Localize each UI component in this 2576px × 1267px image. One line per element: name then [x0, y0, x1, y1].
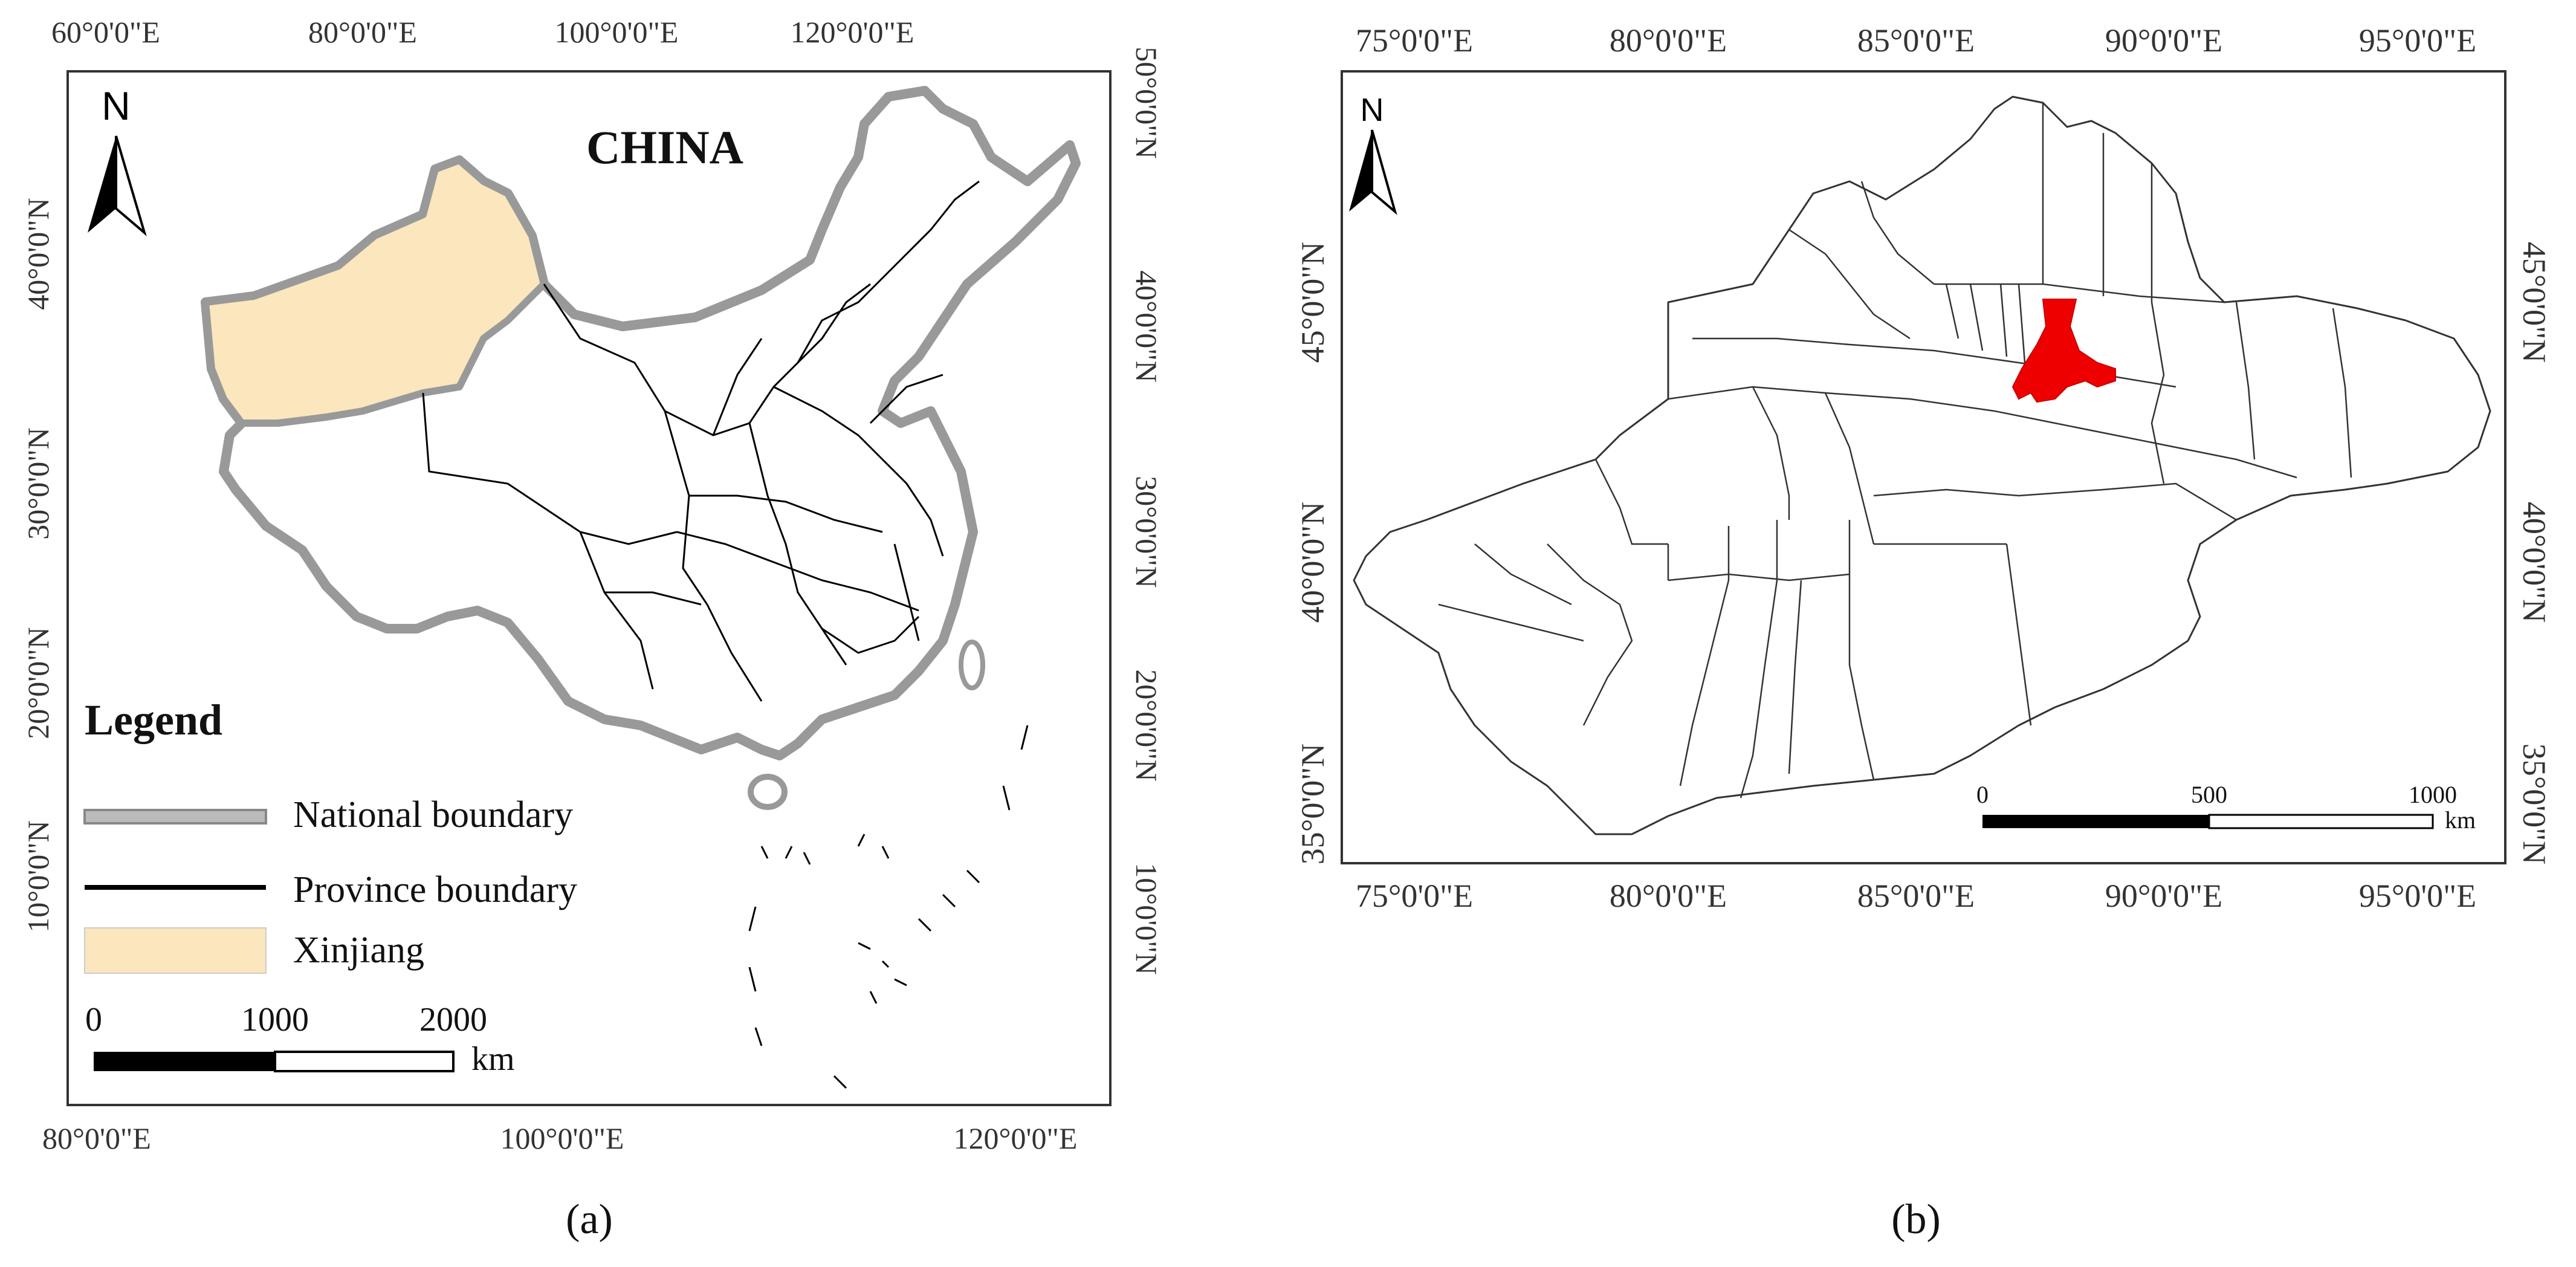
- panel-b-top-tick: 95°0'0"E: [2359, 22, 2476, 59]
- south-china-sea-islands: [748, 725, 1029, 1089]
- panel-a-left-tick: 40°0'0"N: [21, 198, 55, 310]
- panel-a-right-tick: 10°0'0"N: [1130, 863, 1163, 975]
- panel-a-left-tick: 10°0'0"N: [21, 820, 55, 933]
- panel-a-top-tick: 120°0'0"E: [791, 15, 914, 49]
- panel-b-bottom-tick: 80°0'0"E: [1610, 878, 1727, 914]
- panel-a-bottom-tick: 120°0'0"E: [954, 1121, 1078, 1155]
- xinjiang-region: [202, 157, 548, 427]
- panel-b-left-tick: 40°0'0"N: [1295, 502, 1331, 623]
- scale-bar-white: [274, 1051, 455, 1072]
- legend-national-boundary-label: National boundary: [293, 794, 573, 835]
- scale-unit: km: [2445, 806, 2476, 834]
- legend-title: Legend: [85, 696, 222, 744]
- panel-a-caption: (a): [566, 1196, 613, 1243]
- panel-a-left-tick: 20°0'0"N: [21, 627, 55, 739]
- panel-a-bottom-tick: 100°0'0"E: [500, 1121, 624, 1155]
- scale-label: 0: [1976, 781, 1989, 808]
- north-label: N: [1361, 92, 1384, 128]
- panel-a-right-tick: 20°0'0"N: [1130, 669, 1163, 782]
- hainan-island: [748, 774, 788, 810]
- scale-label: 1000: [2409, 781, 2457, 808]
- taiwan-island: [959, 640, 985, 690]
- legend-xinjiang-swatch: [84, 927, 267, 974]
- legend-national-boundary-swatch: [83, 809, 267, 825]
- scale-label: 1000: [241, 1001, 309, 1039]
- north-arrow-icon: N: [88, 83, 147, 236]
- scale-unit: km: [471, 1040, 515, 1078]
- legend-province-boundary-label: Province boundary: [293, 869, 577, 910]
- north-arrow-icon: N: [1349, 92, 1397, 215]
- panel-b-top-tick: 90°0'0"E: [2105, 22, 2222, 59]
- scale-label: 2000: [419, 1001, 487, 1039]
- panel-b-top-tick: 85°0'0"E: [1857, 22, 1975, 59]
- scale-label: 500: [2191, 781, 2227, 808]
- panel-b-top-tick: 75°0'0"E: [1356, 22, 1473, 59]
- map-title: CHINA: [586, 121, 743, 173]
- scale-bar-black: [1982, 815, 2209, 828]
- panel-a-bottom-tick: 80°0'0"E: [42, 1121, 151, 1155]
- panel-b-right-tick: 35°0'0"N: [2516, 744, 2552, 864]
- panel-a-top-tick: 100°0'0"E: [555, 15, 679, 49]
- panel-a-right-tick: 40°0'0"N: [1130, 270, 1163, 383]
- panel-a-top-tick: 80°0'0"E: [308, 15, 417, 49]
- panel-b-right-tick: 40°0'0"N: [2516, 502, 2552, 623]
- panel-b-left-tick: 45°0'0"N: [1295, 242, 1331, 363]
- legend-xinjiang-label: Xinjiang: [293, 930, 424, 971]
- panel-b: 75°0'0"E 80°0'0"E 85°0'0"E 90°0'0"E 95°0…: [1295, 22, 2552, 1243]
- scale-bar-white: [2208, 814, 2434, 829]
- xinjiang-outline: [1353, 96, 2491, 835]
- scale-bar-black: [94, 1052, 275, 1071]
- scale-label: 0: [85, 1001, 102, 1039]
- panel-a-right-tick: 50°0'0"N: [1130, 47, 1163, 159]
- panel-a-top-tick: 60°0'0"E: [51, 15, 160, 49]
- panel-a: 60°0'0"E 80°0'0"E 100°0'0"E 120°0'0"E 80…: [21, 15, 1163, 1243]
- panel-b-bottom-tick: 85°0'0"E: [1857, 878, 1975, 914]
- panel-b-caption: (b): [1891, 1196, 1941, 1243]
- panel-b-bottom-tick: 95°0'0"E: [2359, 878, 2476, 914]
- panel-a-left-tick: 30°0'0"N: [21, 427, 55, 540]
- province-boundaries: [422, 180, 980, 702]
- panel-b-right-tick: 45°0'0"N: [2516, 242, 2552, 363]
- panel-b-bottom-tick: 75°0'0"E: [1356, 878, 1473, 914]
- panel-b-left-tick: 35°0'0"N: [1295, 744, 1331, 864]
- panel-a-right-tick: 30°0'0"N: [1130, 476, 1163, 588]
- county-boundaries: [1438, 103, 2352, 799]
- highlighted-region: [2011, 299, 2116, 403]
- north-label: N: [102, 83, 131, 128]
- panel-b-top-tick: 80°0'0"E: [1610, 22, 1727, 59]
- panel-b-bottom-tick: 90°0'0"E: [2105, 878, 2222, 914]
